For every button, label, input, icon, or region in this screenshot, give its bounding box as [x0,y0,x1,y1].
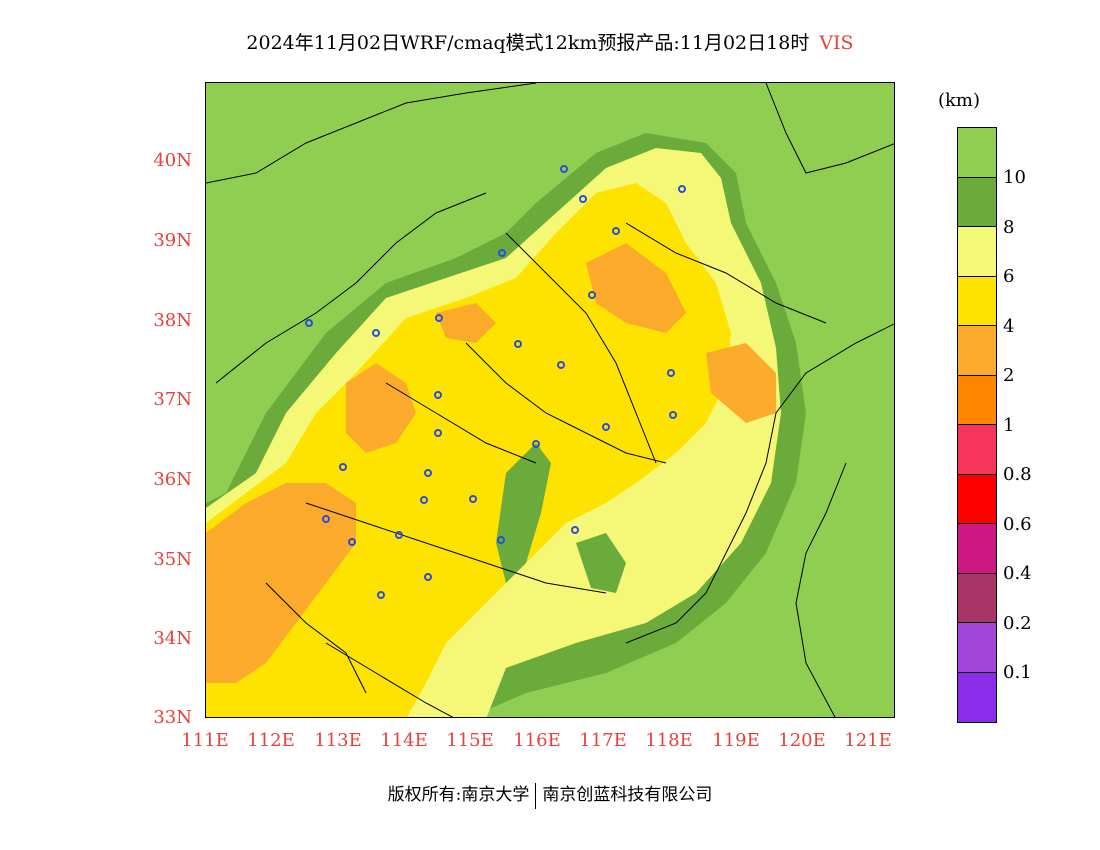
credit-separator [535,782,537,809]
lat-label-40n: 40N [153,150,192,171]
colorbar-swatch-gt10 [958,128,996,178]
colorbar [957,127,997,723]
colorbar-label-0-4: 0.4 [1003,563,1032,584]
colorbar-label-0-6: 0.6 [1003,514,1032,535]
colorbar-label-0-8: 0.8 [1003,464,1032,485]
colorbar-label-1: 1 [1003,415,1015,436]
lon-label-115e: 115E [446,730,494,751]
lon-label-114e: 114E [380,730,428,751]
lon-label-116e: 116E [513,730,561,751]
colorbar-swatch-06-08 [958,474,996,524]
lon-label-118e: 118E [645,730,693,751]
colorbar-label-0-2: 0.2 [1003,613,1032,634]
colorbar-swatch-01-02 [958,623,996,673]
lat-label-38n: 38N [153,310,192,331]
colorbar-swatch-2-4 [958,326,996,376]
lat-label-35n: 35N [153,549,192,570]
colorbar-swatch-8-10 [958,177,996,227]
lat-label-33n: 33N [153,707,192,728]
colorbar-label-10: 10 [1003,167,1026,188]
variable-label: VIS [819,32,854,54]
colorbar-swatch-lt01 [958,672,996,722]
colorbar-label-0-1: 0.1 [1003,662,1032,683]
lat-label-39n: 39N [153,230,192,251]
colorbar-swatch-1-2 [958,375,996,425]
colorbar-label-4: 4 [1003,316,1015,337]
credit-line: 版权所有:南京大学 南京创蓝科技有限公司 [0,780,1100,809]
colorbar-swatch-04-06 [958,524,996,574]
colorbar-label-8: 8 [1003,217,1015,238]
lon-label-119e: 119E [712,730,760,751]
lon-label-117e: 117E [579,730,627,751]
visibility-map [205,82,895,718]
lat-label-34n: 34N [153,628,192,649]
colorbar-label-6: 6 [1003,266,1015,287]
colorbar-swatch-02-04 [958,573,996,623]
visibility-field [206,83,894,717]
colorbar-swatch-4-6 [958,276,996,326]
lon-label-121e: 121E [844,730,892,751]
colorbar-label-2: 2 [1003,365,1015,386]
colorbar-swatch-6-8 [958,227,996,277]
lat-label-36n: 36N [153,469,192,490]
lon-label-113e: 113E [314,730,362,751]
lon-label-111e: 111E [181,730,229,751]
credit-right: 南京创蓝科技有限公司 [542,785,713,805]
colorbar-unit: (km) [938,90,981,111]
lon-label-112e: 112E [247,730,295,751]
colorbar-swatch-08-1 [958,425,996,475]
map-title: 2024年11月02日WRF/cmaq模式12km预报产品:11月02日18时 V… [0,28,1100,55]
credit-left: 版权所有:南京大学 [387,785,530,805]
lat-label-37n: 37N [153,389,192,410]
lon-label-120e: 120E [778,730,826,751]
title-text: 2024年11月02日WRF/cmaq模式12km预报产品:11月02日18时 [246,32,810,54]
